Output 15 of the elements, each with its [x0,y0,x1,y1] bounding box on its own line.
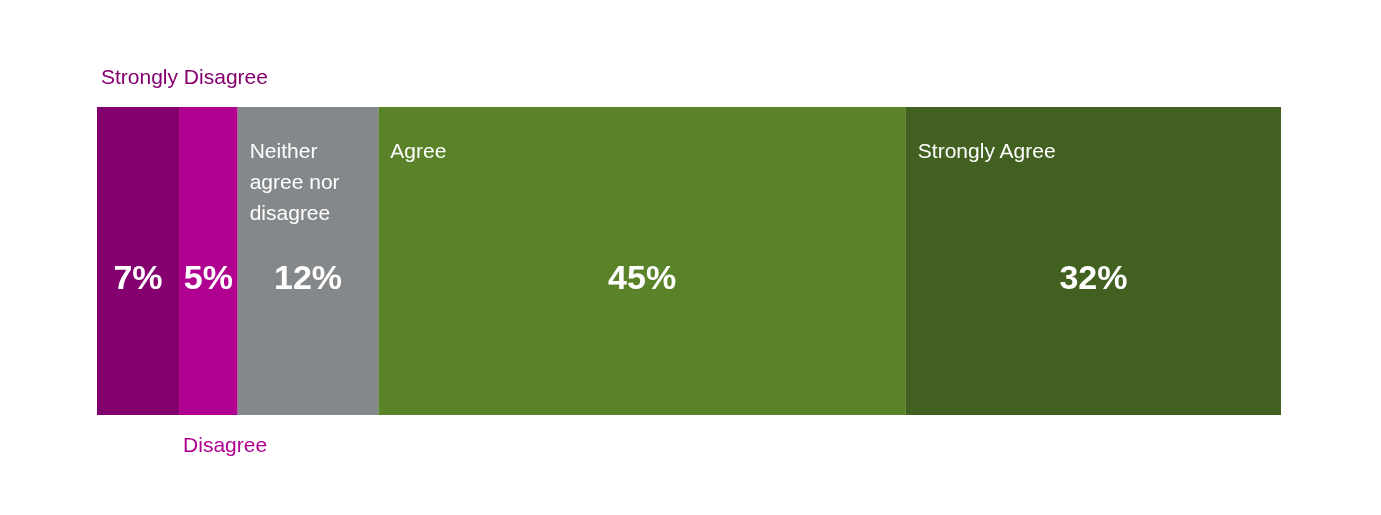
series-label: Strongly Disagree [101,65,268,88]
data-label: 32% [1059,258,1128,296]
series-label: Neither agree nor disagree [249,139,340,224]
series-label: Agree [390,139,447,162]
bar [378,107,906,415]
data-label: 45% [608,258,677,296]
bar [97,107,180,415]
series-label: Strongly Agree [917,139,1056,162]
bar [179,107,238,415]
data-label: 12% [273,258,343,296]
data-label: 7% [113,258,163,296]
series-label: Disagree [183,433,268,456]
bar [237,107,379,415]
data-label: 5% [183,258,233,296]
bar [905,107,1281,415]
